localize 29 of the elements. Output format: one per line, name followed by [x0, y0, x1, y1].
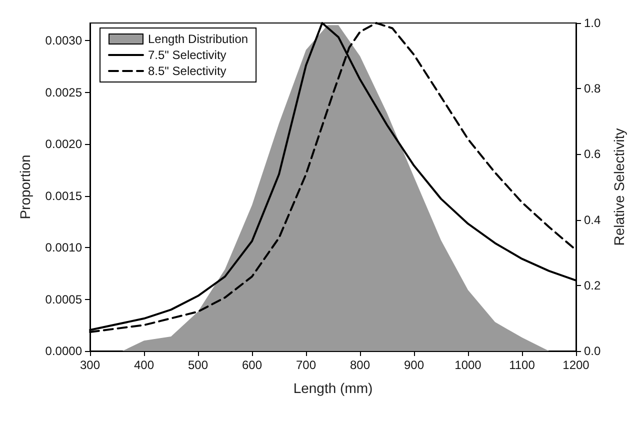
y-tick-label: 0.0030: [45, 34, 82, 48]
legend-label: 8.5" Selectivity: [148, 64, 226, 78]
y2-tick-label: 0.8: [584, 82, 602, 96]
legend-label: 7.5" Selectivity: [148, 48, 226, 62]
x-tick-label: 1100: [509, 358, 536, 372]
x-tick-label: 800: [350, 358, 370, 372]
y2-tick-label: 1.0: [584, 16, 602, 30]
x-tick-label: 1000: [454, 358, 482, 372]
y2-tick-label: 0.6: [584, 147, 602, 162]
y2-tick-label: 0.0: [584, 344, 602, 358]
y-tick-label: 0.0015: [45, 188, 82, 203]
x-axis-title: Length (mm): [293, 380, 373, 396]
y2-tick-label: 0.4: [584, 212, 602, 227]
y2-axis-title: Relative Selectivity: [611, 128, 627, 246]
y-tick-label: 0.0000: [45, 344, 82, 358]
x-tick-label: 1200: [562, 358, 590, 372]
y-tick-label: 0.0010: [45, 240, 82, 255]
x-tick-label: 600: [242, 358, 262, 372]
y2-tick-label: 0.2: [584, 278, 602, 292]
x-tick-label: 700: [296, 358, 316, 372]
legend-label: Length Distribution: [148, 32, 248, 46]
x-tick-label: 300: [80, 358, 100, 372]
x-tick-label: 900: [404, 358, 424, 372]
x-tick-label: 500: [188, 358, 208, 372]
y-tick-label: 0.0020: [45, 137, 82, 152]
y-tick-label: 0.0005: [45, 292, 82, 306]
x-tick-label: 400: [134, 358, 154, 372]
y-axis-title: Proportion: [17, 154, 33, 220]
y-tick-label: 0.0025: [45, 85, 82, 100]
